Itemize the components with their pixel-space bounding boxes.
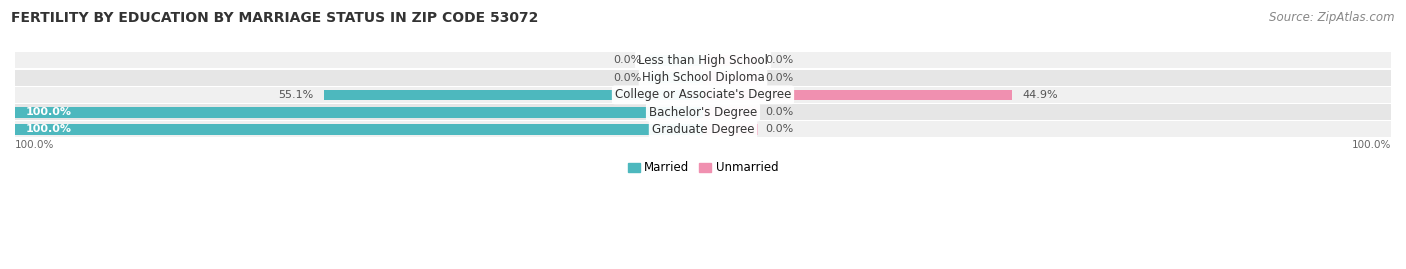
Text: Less than High School: Less than High School	[638, 54, 768, 67]
Text: 100.0%: 100.0%	[1351, 140, 1391, 150]
Text: Bachelor's Degree: Bachelor's Degree	[650, 106, 756, 119]
Text: 44.9%: 44.9%	[1022, 90, 1057, 100]
Text: 0.0%: 0.0%	[765, 107, 793, 117]
Bar	[703, 124, 758, 135]
Text: 0.0%: 0.0%	[613, 55, 641, 65]
Text: High School Diploma: High School Diploma	[641, 71, 765, 84]
Text: Source: ZipAtlas.com: Source: ZipAtlas.com	[1270, 11, 1395, 24]
Text: 100.0%: 100.0%	[15, 140, 55, 150]
Text: College or Associate's Degree: College or Associate's Degree	[614, 89, 792, 101]
Bar	[648, 55, 703, 66]
Bar	[648, 72, 703, 83]
Text: Graduate Degree: Graduate Degree	[652, 123, 754, 136]
Bar	[15, 70, 1391, 86]
Text: 0.0%: 0.0%	[765, 55, 793, 65]
Text: 100.0%: 100.0%	[25, 125, 72, 134]
Bar	[15, 52, 1391, 68]
Bar	[15, 122, 1391, 137]
Text: FERTILITY BY EDUCATION BY MARRIAGE STATUS IN ZIP CODE 53072: FERTILITY BY EDUCATION BY MARRIAGE STATU…	[11, 11, 538, 25]
Bar	[703, 72, 758, 83]
Text: 55.1%: 55.1%	[278, 90, 314, 100]
Bar	[703, 107, 758, 118]
Bar	[15, 87, 1391, 103]
Bar	[703, 90, 1012, 100]
Bar	[15, 124, 703, 135]
Text: 0.0%: 0.0%	[765, 73, 793, 83]
Bar	[323, 90, 703, 100]
Text: 100.0%: 100.0%	[25, 107, 72, 117]
Text: 0.0%: 0.0%	[613, 73, 641, 83]
Legend: Married, Unmarried: Married, Unmarried	[628, 161, 778, 174]
Bar	[703, 55, 758, 66]
Text: 0.0%: 0.0%	[765, 125, 793, 134]
Bar	[15, 104, 1391, 120]
Bar	[15, 107, 703, 118]
